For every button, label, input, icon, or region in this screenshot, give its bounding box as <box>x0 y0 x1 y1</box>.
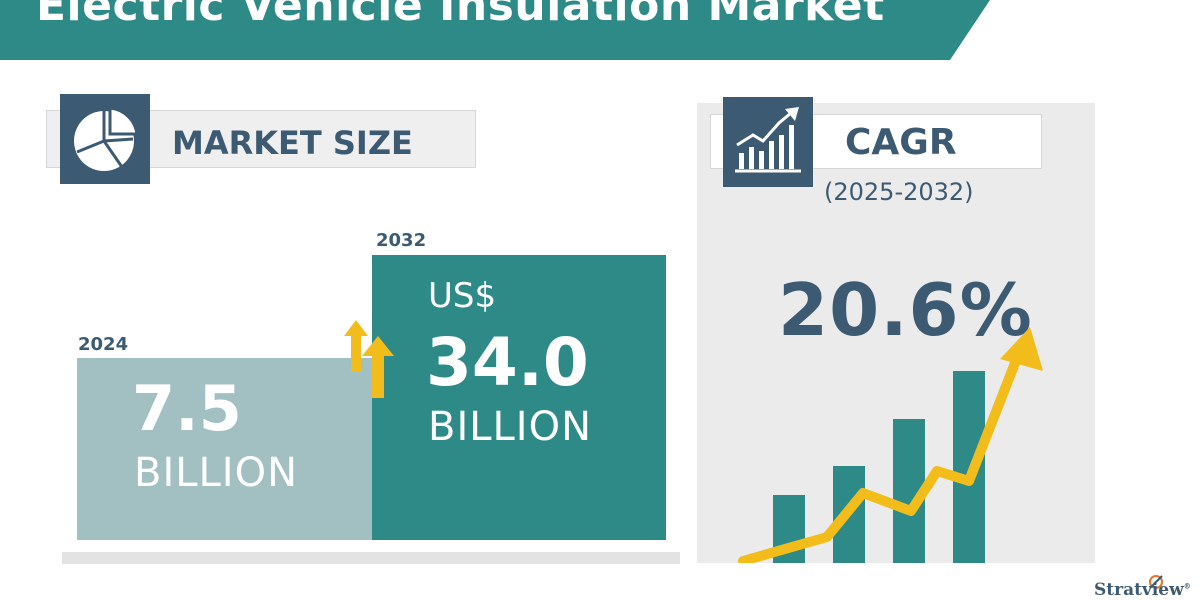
cagr-value: 20.6% <box>778 268 1033 352</box>
cagr-period: (2025-2032) <box>824 178 974 206</box>
bar-unit-2024: BILLION <box>134 450 299 496</box>
bar-unit-2032: BILLION <box>428 404 593 450</box>
logo-registered-mark: ® <box>1183 581 1191 591</box>
page-title: Electric Vehicle Insulation Market <box>36 0 885 31</box>
bar-2032 <box>372 255 666 540</box>
bar-value-2032: 34.0 <box>426 324 589 401</box>
bar-year-label-2024: 2024 <box>78 334 129 355</box>
double-up-arrow-icon <box>344 320 394 398</box>
logo-name: Stratview <box>1094 580 1184 600</box>
title-banner <box>0 0 990 60</box>
logo-text: Stratview® <box>1094 580 1191 600</box>
stratview-logo <box>1149 575 1163 589</box>
growth-chart-icon <box>735 107 801 173</box>
pie-chart-icon <box>74 106 139 171</box>
cagr-label: CAGR <box>845 122 957 163</box>
market-size-label: MARKET SIZE <box>172 124 413 162</box>
bar-currency-2032: US$ <box>428 276 497 316</box>
trend-arrow-head <box>1000 327 1043 371</box>
market-size-icon-box <box>60 94 150 184</box>
bar-value-2024: 7.5 <box>132 372 242 445</box>
cagr-icon-box <box>723 97 813 187</box>
trend-bar <box>953 371 985 563</box>
bar-year-label-2032: 2032 <box>376 230 427 251</box>
cagr-trend-graphic <box>738 327 1043 563</box>
market-size-base <box>62 552 680 564</box>
trend-arrow-line <box>738 358 1020 563</box>
bar-2024 <box>77 358 373 540</box>
